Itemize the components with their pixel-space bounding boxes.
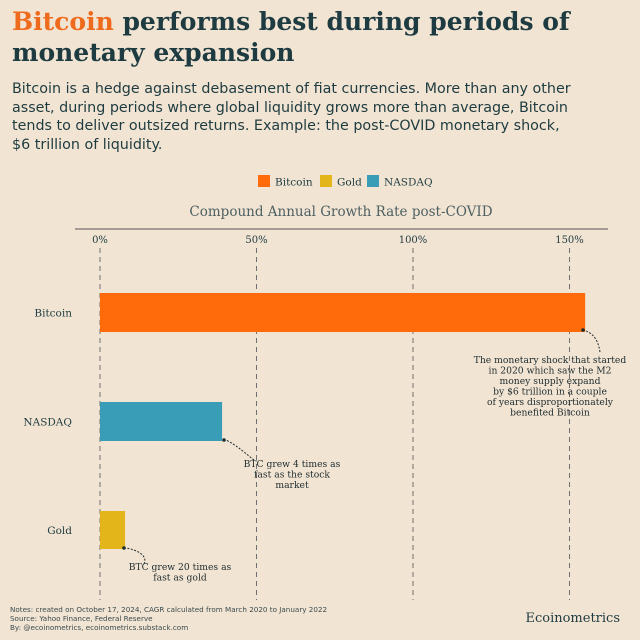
bar-gold bbox=[100, 511, 126, 549]
annotation-bitcoin-line: of years disproportionately bbox=[487, 397, 614, 408]
annotation-bitcoin-line: The monetary shock that started bbox=[474, 355, 627, 366]
annotation-arrow-bitcoin bbox=[583, 329, 601, 353]
subtitle: Bitcoin is a hedge against debasement of… bbox=[12, 81, 571, 153]
bar-nasdaq bbox=[100, 402, 223, 441]
annotation-gold-line: BTC grew 20 times as bbox=[129, 562, 232, 573]
annotation-arrowhead-bitcoin bbox=[581, 328, 585, 332]
title-highlight: Bitcoin bbox=[12, 7, 114, 36]
annotation-arrow-nasdaq bbox=[225, 439, 255, 461]
x-tick-label: 100% bbox=[399, 235, 428, 246]
footer-source-line: Source: Yahoo Finance, Federal Reserve bbox=[10, 614, 153, 623]
x-tick-label: 50% bbox=[245, 235, 267, 246]
footer-by-line: By: @ecoinometrics, ecoinometrics.substa… bbox=[10, 623, 189, 632]
annotation-nasdaq-line: fast as the stock bbox=[254, 470, 330, 481]
legend-label-nasdaq: NASDAQ bbox=[384, 177, 433, 189]
annotation-arrowhead-gold bbox=[122, 546, 126, 550]
bar-bitcoin bbox=[100, 293, 586, 332]
brand-label: Ecoinometrics bbox=[525, 611, 620, 626]
x-tick-label: 150% bbox=[555, 235, 584, 246]
annotation-bitcoin-line: benefited Bitcoin bbox=[510, 408, 590, 419]
legend-label-bitcoin: Bitcoin bbox=[275, 177, 313, 189]
x-tick-label: 0% bbox=[92, 235, 108, 246]
annotation-nasdaq-line: BTC grew 4 times as bbox=[244, 459, 341, 470]
annotation-bitcoin-line: in 2020 which saw the M2 bbox=[489, 366, 612, 377]
legend-swatch-nasdaq bbox=[367, 175, 379, 187]
annotation-bitcoin-line: by $6 trillion in a couple bbox=[493, 387, 607, 398]
annotation-nasdaq-line: market bbox=[275, 480, 309, 491]
category-label-bitcoin: Bitcoin bbox=[34, 308, 72, 320]
bar-chart: Bitcoin Gold NASDAQ Compound Annual Growth … bbox=[23, 175, 627, 600]
chart-title: Compound Annual Growth Rate post-COVID bbox=[189, 204, 492, 220]
annotation-arrow-gold bbox=[125, 547, 146, 565]
category-label-nasdaq: NASDAQ bbox=[23, 417, 72, 429]
legend-label-gold: Gold bbox=[337, 177, 362, 189]
category-label-gold: Gold bbox=[47, 525, 72, 537]
footer-notes: Notes: created on October 17, 2024, CAGR… bbox=[10, 605, 327, 632]
annotation-gold-line: fast as gold bbox=[153, 573, 207, 584]
annotation-bitcoin-line: money supply expand bbox=[500, 376, 601, 387]
page-title: Bitcoin performs best during periods of … bbox=[12, 6, 628, 68]
footer-note-line: Notes: created on October 17, 2024, CAGR… bbox=[10, 605, 328, 614]
legend-swatch-gold bbox=[320, 175, 332, 187]
legend-swatch-bitcoin bbox=[258, 175, 270, 187]
title-rest: performs best during periods of monetary… bbox=[12, 7, 570, 67]
annotation-arrowhead-nasdaq bbox=[222, 438, 226, 442]
